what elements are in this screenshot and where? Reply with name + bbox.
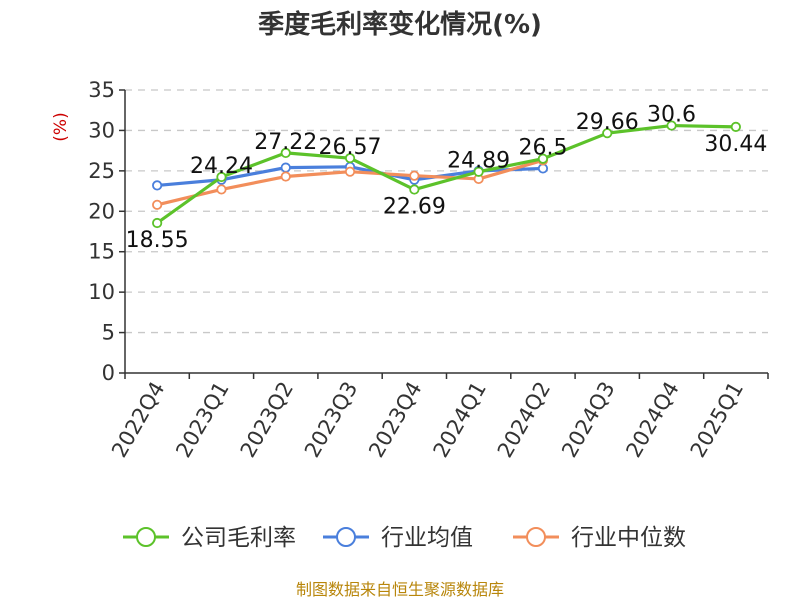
- data-point: [666, 120, 677, 131]
- legend-label: 行业均值: [381, 525, 473, 551]
- y-tick-label: 20: [88, 199, 115, 223]
- data-point: [216, 184, 227, 195]
- x-tick-label: 2023Q2: [236, 378, 298, 462]
- data-point: [344, 166, 356, 177]
- x-tick-label: 2024Q2: [493, 378, 555, 462]
- data-point: [537, 163, 549, 174]
- legend-marker: [136, 527, 156, 547]
- data-label: 18.55: [126, 228, 189, 253]
- data-label: 30.6: [647, 103, 696, 128]
- x-tick-label: 2023Q4: [364, 378, 426, 462]
- data-point: [280, 162, 291, 173]
- data-point: [602, 128, 613, 139]
- data-point: [280, 171, 291, 182]
- legend-marker: [526, 527, 546, 547]
- legend-item-0: 公司毛利率: [123, 525, 296, 551]
- data-label: 30.44: [704, 132, 767, 157]
- data-label: 29.66: [576, 110, 639, 135]
- legend-label: 行业中位数: [571, 525, 686, 551]
- y-axis-label: (%): [51, 112, 71, 141]
- y-tick-label: 0: [102, 361, 115, 385]
- data-label: 26.57: [319, 135, 382, 160]
- data-point: [152, 199, 163, 210]
- data-label: 24.89: [447, 149, 510, 174]
- data-point: [730, 121, 741, 132]
- y-tick-label: 30: [88, 118, 115, 142]
- legend-marker: [336, 527, 356, 547]
- data-point: [344, 153, 356, 164]
- x-tick-label: 2024Q1: [429, 378, 491, 462]
- data-point: [537, 153, 549, 164]
- data-label: 27.22: [254, 130, 317, 155]
- y-tick-label: 35: [88, 78, 115, 102]
- data-label: 24.24: [190, 154, 253, 179]
- x-tick-label: 2024Q3: [557, 378, 619, 462]
- legend-item-1: 行业均值: [323, 525, 473, 551]
- x-tick-label: 2024Q4: [621, 378, 683, 462]
- data-point: [409, 184, 420, 195]
- data-point: [216, 171, 227, 183]
- legend-item-2: 行业中位数: [513, 525, 686, 551]
- data-point: [473, 166, 484, 177]
- y-tick-label: 25: [88, 159, 115, 183]
- chart-title: 季度毛利率变化情况(%): [258, 9, 542, 40]
- data-label: 26.5: [518, 136, 567, 161]
- series-line: [156, 123, 736, 225]
- legend: 公司毛利率 行业均值 行业中位数: [123, 525, 686, 551]
- series-0: [152, 120, 741, 229]
- data-point: [152, 217, 163, 229]
- y-tick-label: 10: [88, 280, 115, 304]
- data-point: [409, 170, 420, 181]
- data-point: [280, 147, 291, 159]
- y-tick-label: 5: [102, 321, 115, 345]
- y-tick-label: 15: [88, 240, 115, 264]
- series-layer: [152, 120, 741, 229]
- x-tick-label: 2023Q1: [171, 378, 233, 462]
- x-tick-label: 2025Q1: [686, 378, 748, 462]
- data-label: 22.69: [383, 195, 446, 220]
- data-point: [152, 180, 163, 191]
- x-tick-label: 2023Q3: [300, 378, 362, 462]
- x-tick-label: 2022Q4: [107, 378, 169, 462]
- source-note: 制图数据来自恒生聚源数据库: [296, 580, 504, 599]
- grid-lines: [125, 89, 768, 334]
- legend-label: 公司毛利率: [181, 525, 296, 551]
